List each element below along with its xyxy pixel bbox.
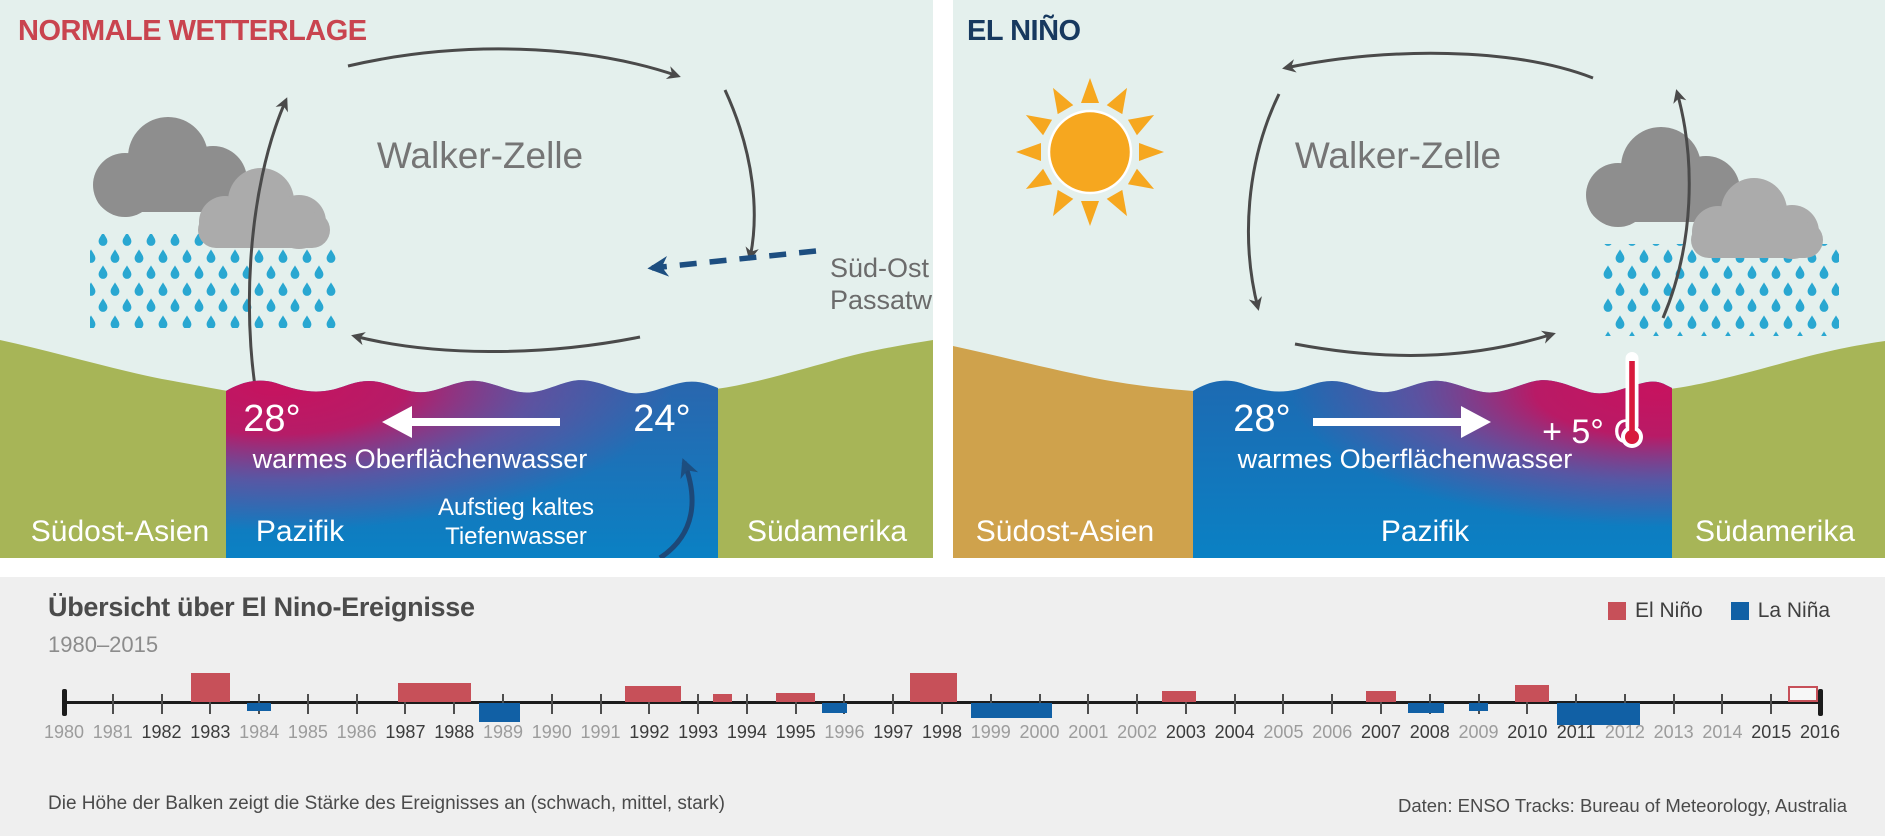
legend-label-la-nina: La Niña xyxy=(1757,599,1831,622)
sea-temp-west: 28° xyxy=(1233,398,1290,440)
trade-wind-label-line1: Süd-Ost xyxy=(830,253,930,283)
chart-source: Daten: ENSO Tracks: Bureau of Meteorolog… xyxy=(1397,795,1847,816)
legend-swatch xyxy=(1730,602,1749,620)
chart-footnote: Die Höhe der Balken zeigt die Stärke des… xyxy=(48,793,725,814)
label-pacific: Pazifik xyxy=(256,515,345,548)
label-south-america: Südamerika xyxy=(747,515,907,548)
walker-cell-arrows xyxy=(1247,51,1691,357)
sea-temp-east: 24° xyxy=(633,398,690,440)
circulation-arrow-descend xyxy=(723,89,759,261)
surface-water-label: warmes Oberflächenwasser xyxy=(252,444,588,474)
walker-cell-label: Walker-Zelle xyxy=(1295,135,1501,176)
surface-current-arrow xyxy=(1313,406,1491,438)
land-southeast-asia xyxy=(953,346,1193,558)
trade-wind-label-line2: Passatwind xyxy=(830,285,933,315)
circulation-arrow-bottom xyxy=(351,332,641,353)
upwelling-label-line1: Aufstieg kaltes xyxy=(438,494,594,521)
rain-cloud-light-icon xyxy=(198,168,330,249)
label-southeast-asia: Südost-Asien xyxy=(31,515,209,548)
label-south-america: Südamerika xyxy=(1695,515,1855,548)
panel-title-el-nino: EL NIÑO xyxy=(967,13,1081,47)
chart-subtitle: 1980–2015 xyxy=(48,632,159,657)
land-south-america xyxy=(1670,341,1885,558)
legend-item-la-nina: La Niña xyxy=(1730,599,1831,623)
panel-normal-weather: Walker-Zelle Süd-Ost Passatwind 28° 24° … xyxy=(0,0,933,558)
rain-cloud-light-icon xyxy=(1691,178,1823,259)
upwelling-label-line2: Tiefenwasser xyxy=(445,523,587,550)
legend-swatch xyxy=(1608,602,1626,620)
panel-el-nino: Walker-Zelle 28° warmes Oberflächenwasse… xyxy=(953,0,1885,558)
surface-current-arrow xyxy=(382,406,560,438)
upwelling-arrow xyxy=(658,458,699,558)
circulation-arrow-bottom xyxy=(1294,330,1556,357)
rain-cloud-icon xyxy=(93,117,247,217)
circulation-arrow-top xyxy=(1282,51,1594,80)
legend-item-el-nino: El Niño xyxy=(1608,599,1703,623)
ocean xyxy=(1193,380,1672,558)
label-southeast-asia: Südost-Asien xyxy=(976,515,1154,548)
panel-title-normal: NORMALE WETTERLAGE xyxy=(18,15,367,47)
legend-label-el-nino: El Niño xyxy=(1635,599,1703,622)
walker-cell-label: Walker-Zelle xyxy=(377,135,583,176)
rain xyxy=(1601,244,1839,336)
sea-temp-anomaly: + 5° C xyxy=(1542,413,1638,451)
circulation-arrow-top xyxy=(347,47,681,79)
sea-temp-west: 28° xyxy=(243,398,300,440)
sun-icon xyxy=(1016,78,1164,226)
circulation-arrow-ascend xyxy=(1661,89,1691,319)
walker-cell-arrows xyxy=(247,47,759,425)
ocean xyxy=(226,380,718,558)
land-southeast-asia xyxy=(0,340,228,558)
circulation-arrow-descend xyxy=(1247,93,1281,311)
label-pacific: Pazifik xyxy=(1381,515,1470,548)
thermometer-icon xyxy=(1621,352,1643,448)
rain xyxy=(90,234,336,328)
chart-title: Übersicht über El Nino-Ereignisse xyxy=(48,592,475,622)
land-south-america xyxy=(716,340,933,558)
surface-water-label: warmes Oberflächenwasser xyxy=(1237,444,1573,474)
chart-legend: El Niño La Niña xyxy=(1608,599,1830,623)
